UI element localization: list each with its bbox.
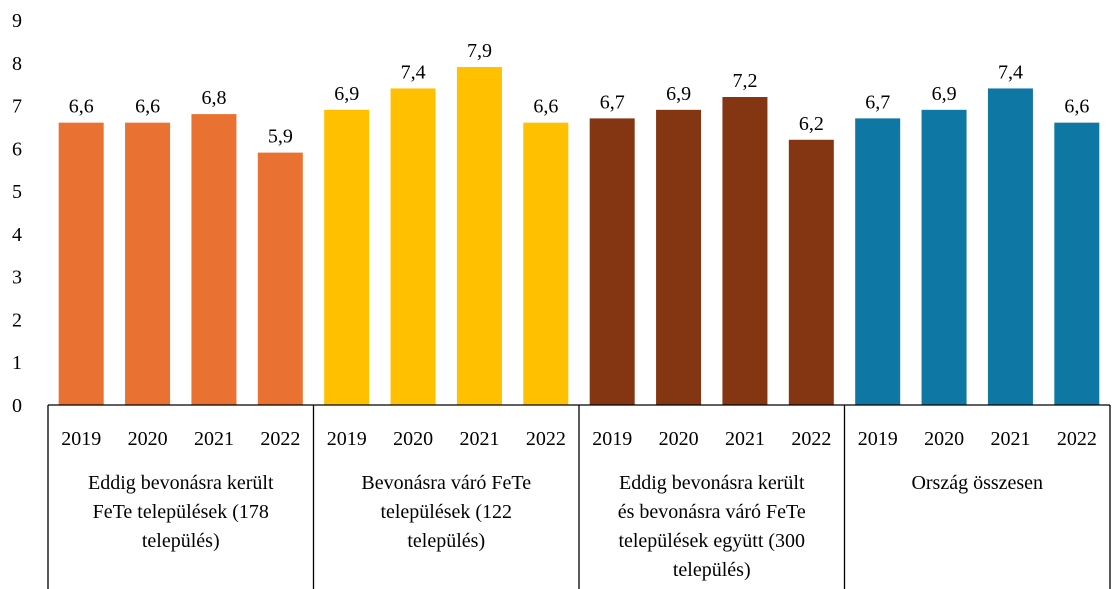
- bar-group4-2021: [987, 88, 1033, 405]
- bars: [58, 67, 1100, 406]
- data-label-group4-2020: 6,9: [932, 83, 957, 105]
- data-label-group1-2021: 6,8: [201, 87, 226, 109]
- bar-group2-2022: [523, 122, 569, 406]
- x-tick-label-group4-2019: 2019: [858, 428, 898, 450]
- y-axis: 0 1 2 3 4 5 6 7 8 9: [12, 10, 22, 417]
- x-tick-label-group1-2020: 2020: [128, 428, 168, 450]
- data-label-group2-2019: 6,9: [334, 83, 359, 105]
- x-tick-label-group2-2022: 2022: [526, 428, 566, 450]
- x-tick-label-group3-2022: 2022: [791, 428, 831, 450]
- data-label-group2-2020: 7,4: [401, 61, 426, 83]
- y-tick-label-5: 5: [12, 181, 22, 203]
- bar-group3-2021: [722, 97, 768, 405]
- x-tick-label-group1-2019: 2019: [61, 428, 101, 450]
- group-label-2-line-3: település): [407, 530, 485, 552]
- data-label-group4-2019: 6,7: [865, 91, 890, 113]
- bar-group3-2022: [788, 139, 834, 405]
- data-label-group3-2022: 6,2: [799, 113, 824, 135]
- data-label-group1-2020: 6,6: [135, 96, 160, 118]
- bar-group3-2020: [656, 109, 702, 405]
- bar-group1-2020: [125, 122, 171, 406]
- bar-group2-2020: [390, 88, 436, 405]
- group-label-2-line-2: települések (122: [380, 501, 512, 523]
- y-tick-label-2: 2: [12, 309, 22, 331]
- bar-group2-2019: [324, 109, 370, 405]
- bar-group1-2022: [257, 152, 303, 405]
- y-tick-label-1: 1: [12, 352, 22, 374]
- x-tick-label-group4-2021: 2021: [990, 428, 1030, 450]
- data-label-group2-2021: 7,9: [467, 40, 492, 62]
- bar-group1-2019: [58, 122, 104, 406]
- x-tick-label-group2-2020: 2020: [393, 428, 433, 450]
- group-label-1-line-1: Eddig bevonásra került: [88, 472, 274, 494]
- x-tick-label-group1-2022: 2022: [260, 428, 300, 450]
- group-label-3-line-1: Eddig bevonásra került: [619, 472, 805, 494]
- data-label-group1-2022: 5,9: [268, 126, 293, 148]
- y-tick-label-7: 7: [12, 96, 22, 118]
- group-label-3: Eddig bevonásra került és bevonásra váró …: [618, 472, 806, 581]
- bar-group1-2021: [191, 114, 237, 405]
- data-label-group3-2020: 6,9: [666, 83, 691, 105]
- data-labels: 6,6 6,6 6,8 5,9 6,9 7,4 7,9 6,6 6,7 6,9 7,2 6,2 6,7 6…: [69, 40, 1090, 148]
- group-label-2: Bevonásra váró FeTe települések (122 telep…: [361, 472, 531, 552]
- bar-group3-2019: [589, 118, 635, 405]
- group-label-1-line-2: FeTe települések (178: [93, 501, 269, 523]
- bar-group4-2019: [855, 118, 901, 405]
- group-label-3-line-3: települések együtt (300: [618, 530, 805, 552]
- y-tick-label-9: 9: [12, 10, 22, 32]
- x-tick-label-group3-2020: 2020: [659, 428, 699, 450]
- bar-group2-2021: [456, 67, 502, 406]
- group-label-3-line-2: és bevonásra váró FeTe: [618, 501, 806, 523]
- x-tick-label-group3-2021: 2021: [725, 428, 765, 450]
- x-tick-label-group4-2020: 2020: [924, 428, 964, 450]
- y-tick-label-0: 0: [12, 395, 22, 417]
- group-label-2-line-1: Bevonásra váró FeTe: [361, 472, 531, 494]
- data-label-group4-2022: 6,6: [1064, 96, 1089, 118]
- data-label-group4-2021: 7,4: [998, 61, 1023, 83]
- group-label-3-line-4: település): [673, 559, 751, 581]
- bar-group4-2020: [921, 109, 967, 405]
- y-tick-label-4: 4: [12, 224, 22, 246]
- bar-group4-2022: [1054, 122, 1100, 406]
- group-label-1: Eddig bevonásra került FeTe települések (…: [88, 472, 274, 552]
- x-tick-label-group1-2021: 2021: [194, 428, 234, 450]
- group-label-1-line-3: település): [142, 530, 220, 552]
- y-tick-label-3: 3: [12, 267, 22, 289]
- y-tick-label-8: 8: [12, 53, 22, 75]
- x-tick-label-group2-2021: 2021: [459, 428, 499, 450]
- data-label-group1-2019: 6,6: [69, 96, 94, 118]
- x-tick-label-group3-2019: 2019: [592, 428, 632, 450]
- data-label-group3-2019: 6,7: [600, 91, 625, 113]
- group-label-4: Ország összesen: [911, 472, 1043, 494]
- data-label-group2-2022: 6,6: [533, 96, 558, 118]
- x-tick-label-group4-2022: 2022: [1057, 428, 1097, 450]
- y-tick-label-6: 6: [12, 138, 22, 160]
- group-label-4-line-1: Ország összesen: [911, 472, 1043, 494]
- x-axis: 2019 2020 2021 2022 Eddig bevonásra került Fe…: [47, 404, 1111, 589]
- x-tick-label-group2-2019: 2019: [327, 428, 367, 450]
- data-label-group3-2021: 7,2: [732, 70, 757, 92]
